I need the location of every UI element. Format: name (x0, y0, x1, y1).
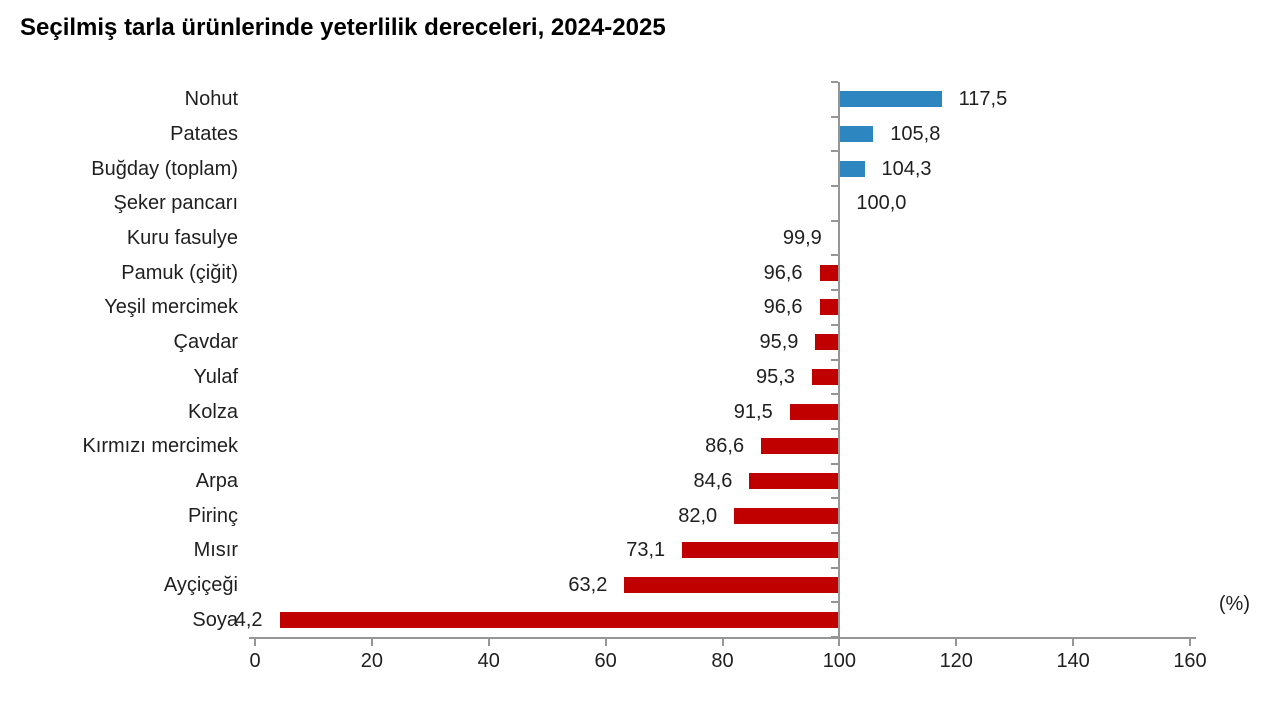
x-axis-tick-label: 80 (711, 650, 734, 672)
bar (789, 403, 840, 420)
unit-label: (%) (1218, 593, 1250, 615)
bar (839, 160, 865, 177)
x-axis-tick-label: 0 (249, 650, 261, 672)
value-label: 86,6 (705, 435, 745, 458)
x-axis-tick-label: 60 (594, 650, 617, 672)
value-label: 99,9 (782, 227, 822, 250)
bar (749, 472, 840, 489)
bar (815, 334, 840, 351)
bar (734, 507, 840, 524)
x-axis-tick (955, 639, 958, 646)
x-axis-tick (370, 639, 373, 646)
category-label: Mısır (193, 539, 238, 562)
x-axis-tick (487, 639, 490, 646)
x-axis-tick (604, 639, 607, 646)
chart-title: Seçilmiş tarla ürünlerinde yeterlilik de… (20, 14, 666, 41)
x-axis-tick (254, 639, 256, 646)
baseline-tick (831, 150, 839, 153)
value-label: 95,3 (755, 365, 795, 388)
baseline-axis (838, 82, 841, 637)
value-label: 95,9 (759, 331, 799, 354)
x-axis-tick-label: 160 (1173, 650, 1207, 672)
x-axis-tick-label: 40 (477, 650, 500, 672)
x-axis (249, 637, 1196, 639)
value-label: 96,6 (763, 261, 803, 284)
value-label: 63,2 (568, 573, 608, 596)
baseline-tick (831, 531, 839, 534)
value-label: 96,6 (763, 296, 803, 319)
baseline-tick (831, 289, 839, 292)
baseline-tick (831, 81, 839, 83)
value-label: 105,8 (890, 123, 941, 146)
baseline-tick (831, 358, 839, 361)
category-label: Patates (170, 123, 238, 146)
category-label: Ayçiçeği (163, 573, 238, 596)
category-label: Soya (192, 608, 238, 631)
x-axis-tick (838, 639, 841, 646)
category-label: Yulaf (193, 365, 238, 388)
category-label: Şeker pancarı (113, 192, 238, 215)
value-label: 117,5 (958, 88, 1008, 111)
x-axis-tick (1072, 639, 1075, 646)
baseline-tick (831, 115, 839, 118)
bar (811, 368, 840, 385)
category-label: Buğday (toplam) (91, 157, 238, 180)
value-label: 82,0 (678, 504, 718, 527)
baseline-tick (831, 636, 839, 638)
category-label: Kuru fasulye (126, 227, 238, 250)
baseline-tick (831, 219, 839, 222)
baseline-tick (831, 566, 839, 569)
bar (624, 576, 840, 593)
value-label: 100,0 (856, 192, 907, 215)
baseline-tick (831, 254, 839, 257)
category-label: Pirinç (187, 504, 238, 527)
value-label: 4,2 (234, 608, 263, 631)
value-label: 84,6 (693, 469, 733, 492)
bar (839, 126, 874, 143)
bar (761, 438, 840, 455)
baseline-tick (831, 323, 839, 326)
bar (819, 264, 840, 281)
baseline-tick (831, 427, 839, 430)
value-label: 104,3 (881, 157, 932, 180)
baseline-tick (831, 462, 839, 465)
category-label: Pamuk (çiğit) (121, 261, 238, 284)
category-label: Nohut (184, 88, 238, 111)
x-axis-tick-label: 20 (360, 650, 383, 672)
bar (279, 611, 840, 628)
baseline-tick (831, 497, 839, 500)
baseline-tick (831, 601, 839, 604)
bar (819, 299, 840, 316)
value-label: 91,5 (733, 400, 773, 423)
category-label: Kırmızı mercimek (82, 435, 238, 458)
value-label: 73,1 (626, 539, 666, 562)
category-label: Yeşil mercimek (104, 296, 238, 319)
x-axis-tick-label: 100 (822, 650, 857, 672)
x-axis-tick-label: 140 (1056, 650, 1090, 672)
x-axis-tick (721, 639, 724, 646)
category-label: Çavdar (173, 331, 238, 354)
x-axis-tick (1189, 639, 1191, 646)
category-label: Arpa (195, 469, 238, 492)
baseline-tick (831, 185, 839, 188)
category-label: Kolza (187, 400, 238, 423)
bar (839, 91, 942, 108)
baseline-tick (831, 393, 839, 396)
x-axis-tick-label: 120 (939, 650, 973, 672)
bar (682, 542, 840, 559)
